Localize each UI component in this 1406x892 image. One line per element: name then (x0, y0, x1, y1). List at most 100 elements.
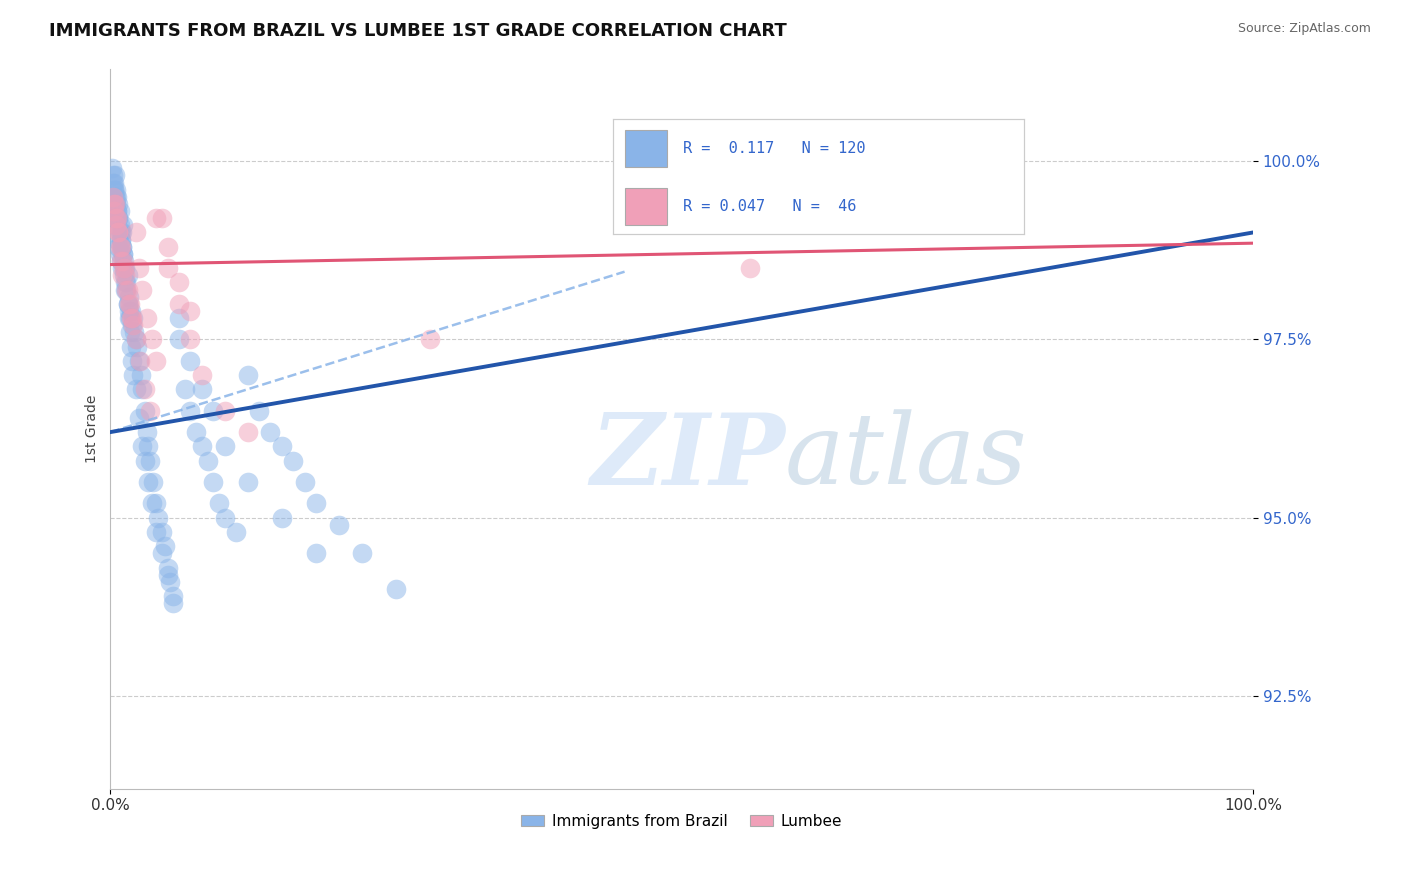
Point (107, 197, 129, 211)
Point (112, 254, 135, 268)
Point (101, 176, 124, 190)
Point (150, 524, 173, 539)
Point (214, 510, 236, 524)
Point (110, 254, 132, 268)
Point (105, 233, 128, 247)
Point (150, 546, 173, 560)
Point (107, 226, 129, 240)
Point (103, 197, 125, 211)
Point (236, 368, 259, 382)
Point (117, 297, 139, 311)
Point (129, 368, 152, 382)
Point (179, 353, 201, 368)
Point (112, 261, 135, 276)
Point (114, 261, 136, 276)
Point (740, 261, 762, 276)
Point (105, 190, 128, 204)
Point (139, 403, 162, 417)
Point (118, 311, 141, 326)
Point (145, 524, 167, 539)
Point (103, 183, 125, 197)
Point (159, 574, 181, 589)
Point (110, 254, 132, 268)
Point (103, 204, 125, 219)
Point (385, 582, 408, 596)
Point (122, 311, 145, 326)
Point (108, 204, 131, 219)
Point (111, 268, 134, 283)
Point (111, 247, 134, 261)
Point (104, 190, 127, 204)
Point (108, 247, 131, 261)
Text: ZIP: ZIP (591, 409, 786, 506)
Point (118, 297, 141, 311)
Point (156, 240, 179, 254)
Point (214, 403, 236, 417)
Point (162, 589, 184, 603)
Point (108, 226, 131, 240)
Point (167, 276, 190, 290)
Point (105, 197, 128, 211)
Point (124, 226, 146, 240)
Point (110, 226, 132, 240)
Point (107, 211, 129, 226)
Point (145, 353, 167, 368)
Point (145, 496, 167, 510)
Point (105, 219, 128, 233)
Point (105, 190, 128, 204)
Point (101, 204, 124, 219)
Point (115, 276, 138, 290)
Y-axis label: 1st Grade: 1st Grade (86, 394, 100, 463)
Point (294, 475, 316, 489)
Point (328, 517, 350, 532)
Point (142, 475, 165, 489)
Point (118, 304, 141, 318)
Point (105, 211, 128, 226)
Point (122, 318, 145, 333)
Point (225, 524, 247, 539)
Point (114, 268, 136, 283)
Point (105, 211, 128, 226)
Point (121, 318, 143, 333)
Point (129, 353, 152, 368)
Point (128, 410, 150, 425)
Point (202, 475, 225, 489)
Point (117, 297, 139, 311)
Point (136, 425, 159, 439)
Legend: Immigrants from Brazil, Lumbee: Immigrants from Brazil, Lumbee (515, 807, 848, 835)
Point (124, 333, 146, 347)
Point (120, 311, 142, 326)
Point (114, 283, 136, 297)
Point (305, 496, 328, 510)
Point (121, 353, 143, 368)
Point (136, 311, 159, 326)
Point (124, 382, 146, 396)
Point (104, 169, 127, 183)
Point (117, 283, 139, 297)
Point (111, 226, 134, 240)
Point (270, 439, 292, 453)
Point (155, 539, 177, 553)
Point (121, 311, 143, 326)
Point (141, 333, 163, 347)
Point (128, 353, 150, 368)
Point (167, 333, 190, 347)
Point (184, 425, 207, 439)
Point (104, 211, 127, 226)
Point (128, 261, 150, 276)
Point (136, 439, 159, 453)
Point (118, 326, 141, 340)
Point (179, 333, 201, 347)
Point (156, 261, 179, 276)
Point (107, 226, 129, 240)
Point (101, 169, 124, 183)
Point (105, 219, 128, 233)
Point (191, 382, 214, 396)
Point (125, 340, 148, 354)
Point (108, 240, 131, 254)
Point (100, 161, 122, 176)
Point (105, 204, 128, 219)
Point (259, 425, 281, 439)
Point (131, 382, 153, 396)
Point (727, 154, 749, 169)
